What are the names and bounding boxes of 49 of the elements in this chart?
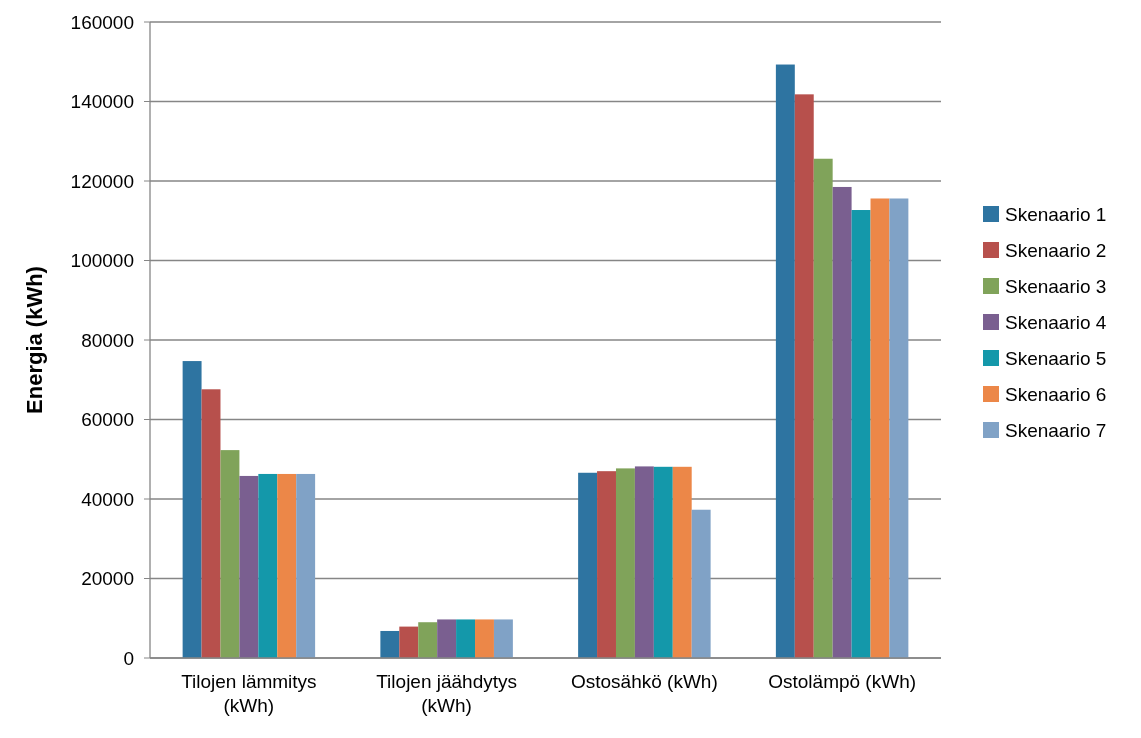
y-tick-label: 140000 (70, 91, 134, 113)
x-tick-label: Tilojen lämmitys (kWh) (181, 671, 317, 716)
bar (182, 361, 202, 658)
legend-label: Skenaario 1 (1005, 203, 1107, 225)
bar (418, 622, 438, 658)
x-tick-label: Ostolämpö (kWh) (768, 671, 917, 692)
y-tick-label: 20000 (81, 568, 134, 590)
bar (851, 210, 871, 658)
bar (239, 475, 259, 658)
bar (672, 466, 692, 658)
legend-label: Skenaario 5 (1005, 347, 1107, 369)
bar (578, 472, 598, 658)
bar (475, 619, 494, 658)
bar (615, 468, 635, 658)
bar (399, 626, 419, 658)
y-tick-label: 120000 (70, 170, 134, 192)
legend-label: Skenaario 7 (1005, 419, 1107, 441)
bar (794, 94, 814, 658)
x-tick-label: Tilojen jäähdytys (kWh) (376, 671, 518, 716)
legend-label: Skenaario 4 (1005, 311, 1107, 333)
y-tick-label: 40000 (81, 488, 134, 510)
bar (380, 630, 400, 658)
bar (691, 509, 711, 658)
bar (201, 389, 221, 658)
legend-label: Skenaario 3 (1005, 275, 1107, 297)
bar (634, 466, 654, 658)
y-tick-label: 80000 (81, 329, 134, 351)
legend-label: Skenaario 6 (1005, 383, 1107, 405)
bar (277, 473, 297, 658)
bar (597, 471, 616, 658)
bar (775, 64, 795, 658)
bar (813, 158, 833, 658)
bar (437, 619, 457, 658)
bar (296, 473, 316, 658)
y-tick-label: 0 (123, 647, 134, 669)
bar (258, 473, 278, 658)
y-tick-label: 160000 (70, 11, 134, 33)
bar (653, 466, 673, 658)
y-tick-label: 100000 (70, 250, 134, 272)
bar (870, 198, 890, 658)
x-tick-label: Ostosähkö (kWh) (570, 671, 718, 692)
legend-label: Skenaario 2 (1005, 239, 1107, 261)
bar (493, 619, 513, 658)
y-tick-label: 60000 (81, 409, 134, 431)
bar (832, 186, 852, 658)
bar (456, 619, 476, 658)
y-axis-title: Energia (kWh) (22, 266, 47, 414)
bar (889, 198, 909, 658)
bar (220, 450, 240, 658)
